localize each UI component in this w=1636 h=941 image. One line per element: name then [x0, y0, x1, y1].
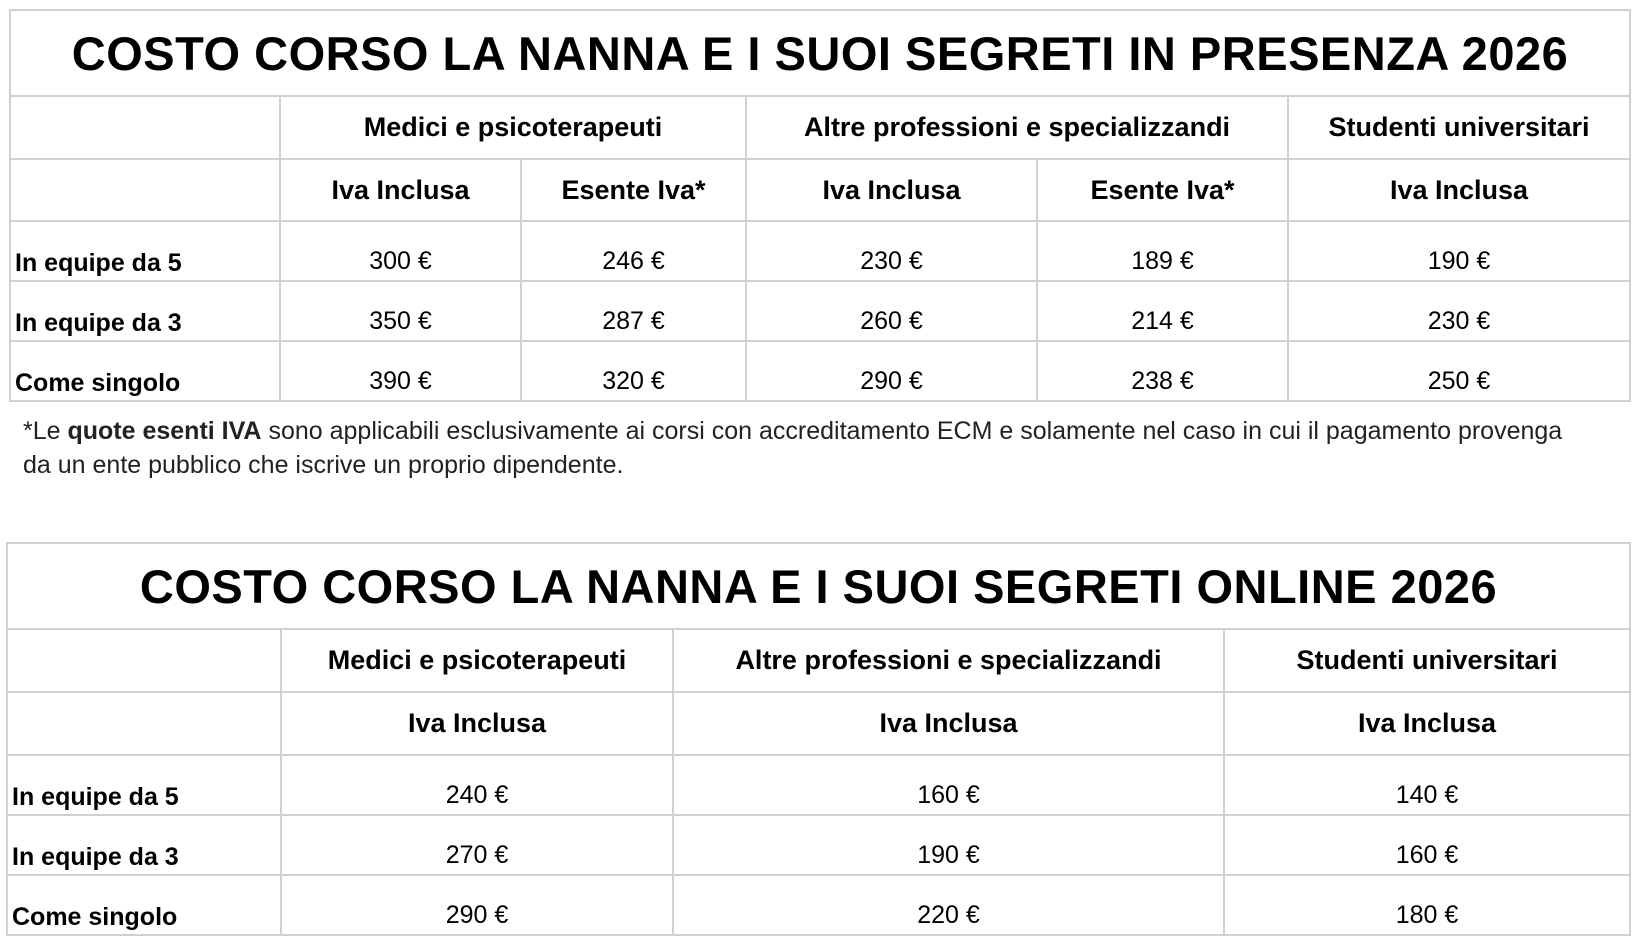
price-cell: 230 € [745, 220, 1038, 282]
sub-header: Iva Inclusa [280, 691, 674, 756]
price-cell: 320 € [520, 340, 747, 402]
price-cell: 270 € [280, 814, 674, 876]
price-cell: 160 € [1222, 814, 1632, 876]
sub-header: Esente Iva* [520, 158, 747, 222]
price-cell: 190 € [672, 814, 1225, 876]
table-row: Come singolo 390 € 320 € 290 € 238 € 250… [9, 340, 1632, 402]
empty-cell [6, 628, 282, 693]
table-row: In equipe da 3 350 € 287 € 260 € 214 € 2… [9, 280, 1632, 342]
price-cell: 300 € [279, 220, 522, 282]
table-title: COSTO CORSO LA NANNA E I SUOI SEGRETI IN… [8, 9, 1632, 97]
group-header: Medici e psicoterapeuti [279, 95, 747, 160]
row-label: In equipe da 5 [6, 754, 282, 816]
group-header: Medici e psicoterapeuti [280, 628, 674, 693]
group-header: Studenti universitari [1286, 95, 1632, 160]
price-cell: 230 € [1286, 280, 1632, 342]
sub-header: Iva Inclusa [672, 691, 1225, 756]
price-table-online: COSTO CORSO LA NANNA E I SUOI SEGRETI ON… [5, 542, 1632, 936]
group-header: Studenti universitari [1222, 628, 1632, 693]
row-label: Come singolo [9, 340, 281, 402]
table-row: In equipe da 5 240 € 160 € 140 € [6, 754, 1632, 816]
price-cell: 246 € [520, 220, 747, 282]
empty-cell [9, 158, 281, 222]
group-header: Altre professioni e specializzandi [672, 628, 1225, 693]
price-cell: 214 € [1036, 280, 1289, 342]
empty-cell [6, 691, 282, 756]
price-cell: 287 € [520, 280, 747, 342]
price-cell: 220 € [672, 874, 1225, 936]
row-label: In equipe da 3 [6, 814, 282, 876]
sub-header: Iva Inclusa [279, 158, 522, 222]
row-label: Come singolo [6, 874, 282, 936]
empty-cell [9, 95, 281, 160]
price-cell: 189 € [1036, 220, 1289, 282]
footnote-bold: quote esenti IVA [67, 417, 262, 445]
table-row: Come singolo 290 € 220 € 180 € [6, 874, 1632, 936]
sub-header: Esente Iva* [1036, 158, 1289, 222]
sub-header: Iva Inclusa [1222, 691, 1632, 756]
price-cell: 238 € [1036, 340, 1289, 402]
price-cell: 290 € [745, 340, 1038, 402]
footnote-text: sono applicabili esclusivamente ai corsi… [23, 417, 1563, 479]
table-title: COSTO CORSO LA NANNA E I SUOI SEGRETI ON… [5, 542, 1632, 630]
price-cell: 350 € [279, 280, 522, 342]
price-cell: 260 € [745, 280, 1038, 342]
row-label: In equipe da 3 [9, 280, 281, 342]
sub-header: Iva Inclusa [745, 158, 1038, 222]
price-table-presenza: COSTO CORSO LA NANNA E I SUOI SEGRETI IN… [8, 9, 1632, 402]
price-cell: 160 € [672, 754, 1225, 816]
price-cell: 180 € [1222, 874, 1632, 936]
row-label: In equipe da 5 [9, 220, 281, 282]
price-cell: 190 € [1286, 220, 1632, 282]
price-cell: 240 € [280, 754, 674, 816]
price-cell: 390 € [279, 340, 522, 402]
price-cell: 290 € [280, 874, 674, 936]
footnote-prefix: *Le [23, 417, 68, 445]
table-row: In equipe da 5 300 € 246 € 230 € 189 € 1… [9, 220, 1632, 282]
table-row: In equipe da 3 270 € 190 € 160 € [6, 814, 1632, 876]
price-cell: 250 € [1286, 340, 1632, 402]
group-header: Altre professioni e specializzandi [745, 95, 1289, 160]
price-cell: 140 € [1222, 754, 1632, 816]
footnote: *Le quote esenti IVA sono applicabili es… [23, 414, 1583, 482]
sub-header: Iva Inclusa [1286, 158, 1632, 222]
